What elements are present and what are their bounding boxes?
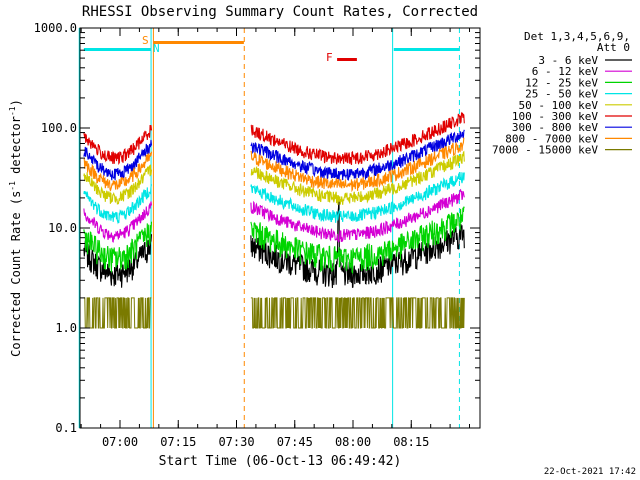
status-bar-1 [153, 41, 244, 44]
y-tick-label-1: 1.0 [55, 321, 77, 335]
series-line-6-seg-1 [250, 129, 465, 181]
series-line-3-seg-1 [250, 172, 465, 223]
series-line-2-seg-1 [250, 206, 465, 275]
series-line-5-seg-0 [83, 124, 153, 166]
series-line-6-seg-0 [83, 139, 153, 181]
x-tick-label-0: 07:00 [102, 435, 138, 449]
y-tick-label-0: 0.1 [55, 421, 77, 435]
series-line-8-seg-1 [250, 297, 465, 329]
y-tick-label-3: 100.0 [41, 121, 77, 135]
status-bar-0 [83, 48, 151, 51]
axis-ticks: 07:00 07:15 07:30 07:45 08:00 08:15 0.1 1.0 10.0… [34, 21, 480, 449]
series-line-0-seg-0 [83, 234, 153, 288]
x-tick-label-1: 07:15 [160, 435, 196, 449]
series-line-2-seg-0 [83, 221, 153, 273]
y-axis-label-mid: detector [9, 116, 23, 181]
legend-label-7: 800 - 7000 keV [505, 132, 598, 145]
status-bar-2 [393, 48, 460, 51]
y-axis-label: Corrected Count Rate (s-1 detector-1) [8, 99, 23, 357]
status-bar-3 [337, 58, 357, 61]
series-line-7-seg-0 [83, 151, 153, 191]
legend-label-4: 50 - 100 keV [519, 99, 599, 112]
series-line-8-seg-0 [83, 297, 152, 329]
status-bars [83, 41, 460, 61]
marker-n-label: N [153, 42, 160, 55]
y-tick-label-2: 10.0 [48, 221, 77, 235]
y-axis-label-sup2: -1 [8, 106, 17, 116]
series-line-5-seg-1 [250, 111, 465, 166]
marker-s-label: S [142, 34, 149, 47]
legend-header-line-1: Det 1,3,4,5,6,9, [524, 30, 630, 43]
legend-label-6: 300 - 800 keV [512, 121, 598, 134]
legend-label-1: 6 - 12 keV [532, 65, 599, 78]
y-axis-label-main: Corrected Count Rate (s [9, 191, 23, 357]
legend-label-0: 3 - 6 keV [538, 54, 598, 67]
x-tick-label-2: 07:30 [218, 435, 254, 449]
legend-label-3: 25 - 50 keV [525, 88, 598, 101]
x-tick-label-3: 07:45 [277, 435, 313, 449]
series-line-3-seg-0 [83, 184, 153, 225]
plot-area: 07:00 07:15 07:30 07:45 08:00 08:15 0.1 1.0 10.0… [34, 21, 481, 449]
series-line-1-seg-1 [250, 188, 465, 243]
y-axis-label-sup1: -1 [8, 181, 17, 191]
series-line-1-seg-0 [83, 201, 153, 243]
chart-title: RHESSI Observing Summary Count Rates, Co… [82, 4, 478, 20]
data-series [83, 111, 465, 329]
x-axis-label: Start Time (06-Oct-13 06:49:42) [159, 454, 402, 469]
series-line-4-seg-1 [250, 150, 465, 205]
y-tick-label-4: 1000.0 [34, 21, 77, 35]
y-axis-label-end: ) [9, 99, 23, 106]
legend-label-2: 12 - 25 keV [525, 76, 598, 89]
series-line-4-seg-0 [83, 164, 153, 205]
footer-date: 22-Oct-2021 17:42 [544, 467, 636, 477]
marker-f-label: F [326, 51, 333, 64]
event-vertical-lines [78, 28, 460, 428]
legend-label-8: 7000 - 15000 keV [492, 144, 598, 157]
legend-header-line-2: Att 0 [597, 41, 630, 54]
series-line-7-seg-1 [250, 137, 465, 193]
x-tick-label-5: 08:15 [393, 435, 429, 449]
x-tick-label-4: 08:00 [335, 435, 371, 449]
legend-label-5: 100 - 300 keV [512, 110, 598, 123]
